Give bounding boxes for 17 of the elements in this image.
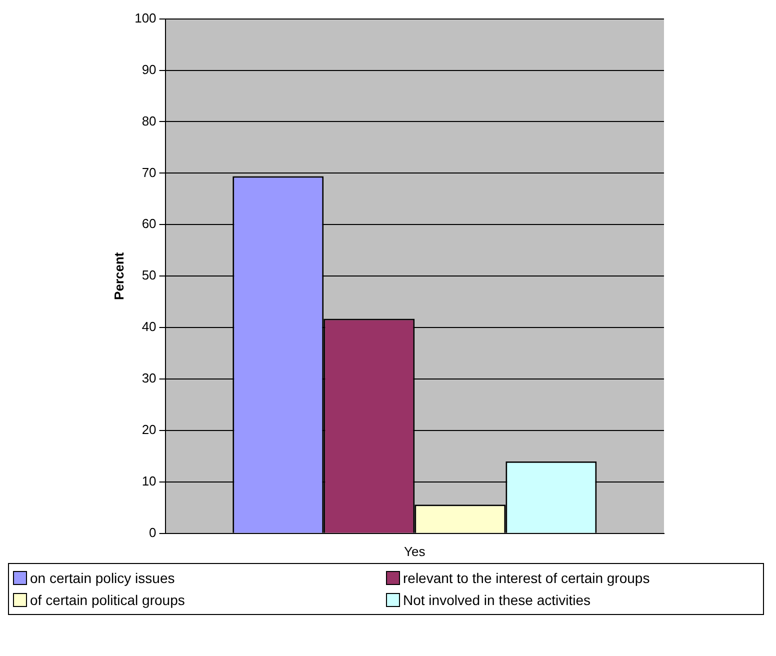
y-tick-label: 90 [142, 62, 156, 77]
legend-label: relevant to the interest of certain groups [403, 570, 650, 586]
legend-label: Not involved in these activities [403, 592, 591, 608]
y-tick-label: 80 [142, 113, 156, 128]
y-tick-label: 50 [142, 268, 156, 283]
y-tick-label: 100 [134, 10, 156, 26]
y-tick-label: 10 [142, 474, 156, 489]
y-tick-label: 40 [142, 319, 156, 334]
legend-label: on certain policy issues [30, 570, 175, 586]
x-tick-label: Yes [404, 544, 426, 559]
legend-label: of certain political groups [30, 592, 185, 608]
y-tick-label: 30 [142, 370, 156, 386]
y-tick-label: 20 [142, 422, 156, 438]
y-tick-label: 60 [142, 216, 156, 232]
y-axis-title: Percent [111, 252, 126, 300]
y-tick-label: 0 [149, 524, 156, 540]
y-tick-label: 70 [142, 164, 156, 180]
